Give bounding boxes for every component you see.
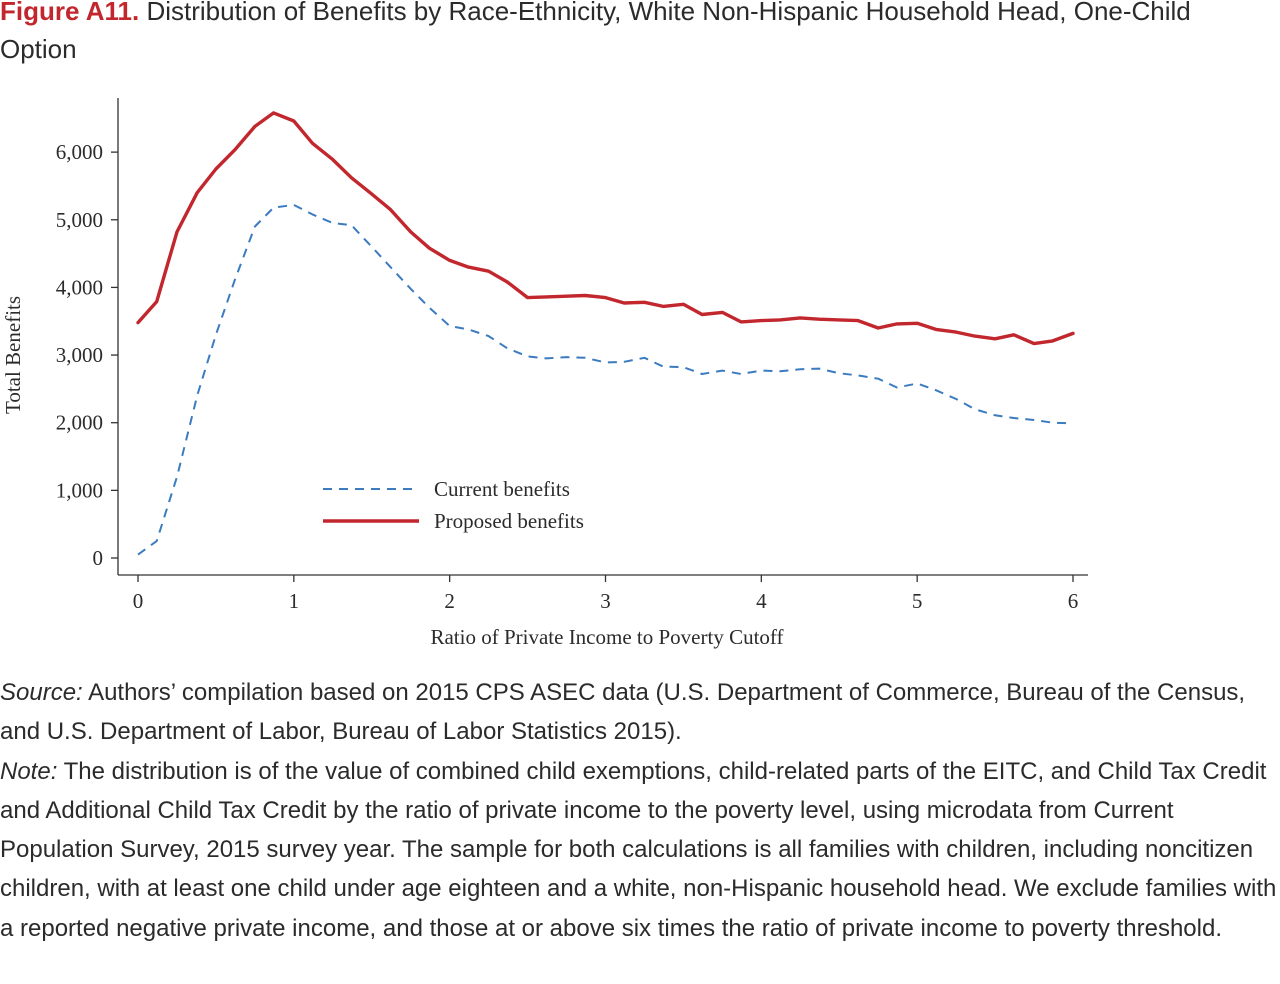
- chart-legend: Current benefits Proposed benefits: [323, 477, 584, 533]
- y-tick-label: 0: [93, 546, 104, 570]
- legend-label-current: Current benefits: [434, 477, 570, 501]
- x-tick-label: 0: [133, 589, 144, 613]
- note-text: The distribution is of the value of comb…: [0, 757, 1277, 942]
- x-axis-label: Ratio of Private Income to Poverty Cutof…: [430, 625, 783, 649]
- source-text: Authors’ compilation based on 2015 CPS A…: [0, 679, 1246, 746]
- y-tick-label: 6,000: [56, 140, 103, 164]
- x-tick-label: 5: [912, 589, 923, 613]
- y-tick-label: 2,000: [56, 411, 103, 435]
- y-tick-label: 5,000: [56, 208, 103, 232]
- figure-notes: Source: Authors’ compilation based on 20…: [0, 673, 1280, 948]
- x-tick-label: 2: [444, 589, 455, 613]
- figure-title: Figure A11. Distribution of Benefits by …: [0, 0, 1272, 68]
- x-tick-label: 3: [600, 589, 611, 613]
- note-label: Note:: [0, 757, 58, 785]
- source-note: Source: Authors’ compilation based on 20…: [0, 673, 1280, 752]
- series-line-current: [137, 203, 1074, 556]
- chart-series: [136, 111, 1075, 556]
- y-tick-label: 1,000: [56, 478, 103, 502]
- figure-title-text: Distribution of Benefits by Race-Ethnici…: [0, 0, 1191, 64]
- y-axis-label: Total Benefits: [1, 296, 25, 414]
- series-line-proposed: [136, 111, 1075, 346]
- x-tick-label: 1: [289, 589, 300, 613]
- note-paragraph: Note: The distribution is of the value o…: [0, 752, 1280, 948]
- x-tick-label: 6: [1068, 589, 1079, 613]
- chart-axes: 0 1,000 2,000 3,000 4,000 5,000 6,000 0 1 2 3 4 5 6: [56, 98, 1088, 613]
- figure-label: Figure A11.: [0, 0, 140, 26]
- legend-label-proposed: Proposed benefits: [434, 509, 584, 533]
- line-chart: 0 1,000 2,000 3,000 4,000 5,000 6,000 0 1 2 3 4 5 6 C…: [1, 98, 1088, 649]
- y-tick-label: 4,000: [56, 275, 103, 299]
- x-tick-label: 4: [756, 589, 767, 613]
- source-label: Source:: [0, 679, 83, 706]
- y-tick-label: 3,000: [56, 343, 103, 367]
